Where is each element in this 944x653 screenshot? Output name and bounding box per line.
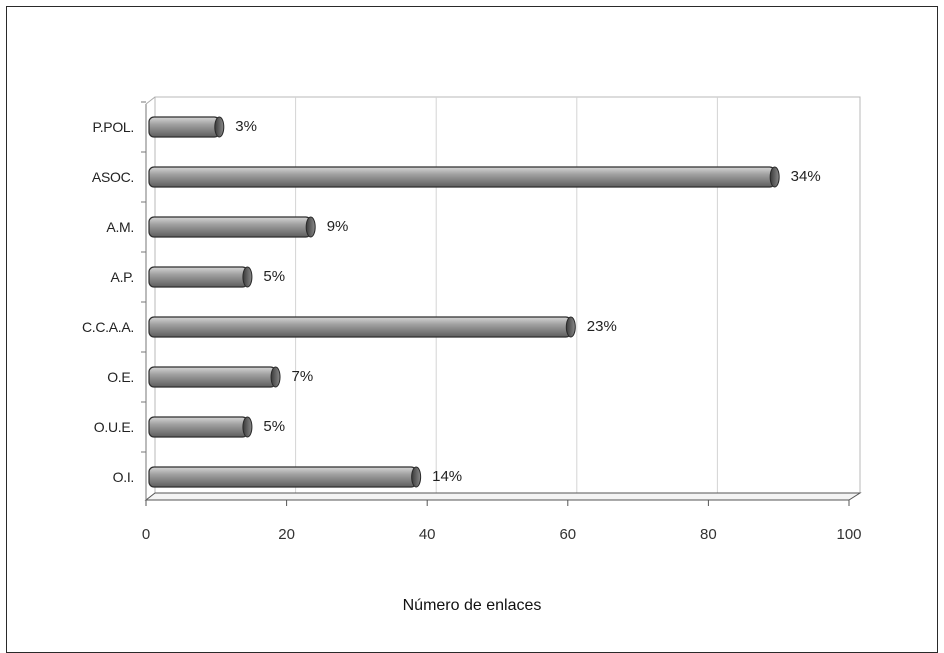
x-tick-label: 80 [700, 526, 717, 543]
data-label: 7% [292, 368, 314, 385]
data-label: 5% [263, 418, 285, 435]
category-label: A.M. [106, 219, 134, 235]
bar [148, 266, 249, 288]
bar-end-cap [242, 416, 253, 438]
data-label: 9% [327, 218, 349, 235]
bar [148, 216, 312, 238]
y-axis-top [145, 96, 156, 105]
data-label: 23% [587, 318, 617, 335]
bar [148, 366, 277, 388]
plot-area [154, 96, 861, 494]
bar [148, 466, 417, 488]
category-label: P.POL. [92, 119, 134, 135]
x-tick-label: 40 [419, 526, 436, 543]
category-label: C.C.A.A. [82, 319, 134, 335]
category-label: ASOC. [92, 169, 134, 185]
x-tick-label: 100 [836, 526, 861, 543]
category-label: O.E. [107, 369, 134, 385]
bar-end-cap [769, 166, 780, 188]
x-tick-label: 20 [278, 526, 295, 543]
bar-end-cap [242, 266, 253, 288]
category-labels: P.POL. ASOC. A.M. A.P. C.C.A.A. O.E. O.U.E. O.I… [82, 119, 134, 485]
data-label: 5% [263, 268, 285, 285]
gridlines [295, 97, 718, 493]
x-tick-label: 0 [142, 526, 150, 543]
bar-end-cap [214, 116, 225, 138]
bar-end-cap [305, 216, 316, 238]
bar-end-cap [565, 316, 576, 338]
data-labels: 3% 34% 9% 5% 23% 7% 5% 14% [235, 118, 820, 485]
category-label: O.U.E. [94, 419, 134, 435]
data-label: 3% [235, 118, 257, 135]
bar-end-cap [411, 466, 422, 488]
bars [148, 116, 780, 488]
data-label: 14% [432, 468, 462, 485]
bar [148, 316, 572, 338]
bar-end-cap [270, 366, 281, 388]
floor [144, 492, 862, 501]
x-tick-label: 60 [559, 526, 576, 543]
bar [148, 416, 249, 438]
x-tick-labels: 0 20 40 60 80 100 [142, 526, 862, 543]
plot-back-wall [154, 96, 861, 494]
bar [148, 116, 220, 138]
category-label: O.I. [113, 469, 134, 485]
axes [141, 96, 862, 506]
data-label: 34% [791, 168, 821, 185]
category-label: A.P. [111, 269, 134, 285]
x-axis-label: Número de enlaces [402, 597, 542, 614]
bar [148, 166, 776, 188]
